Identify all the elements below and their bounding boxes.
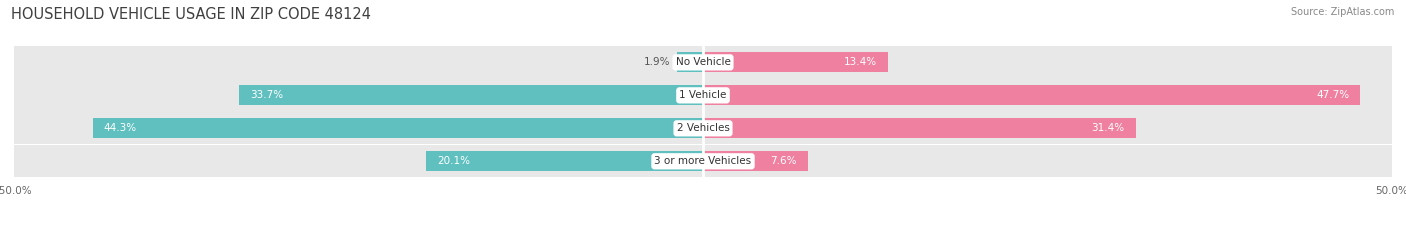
Text: 7.6%: 7.6% [770, 156, 797, 166]
Bar [426, 151, 703, 171]
Bar [703, 52, 887, 72]
Text: HOUSEHOLD VEHICLE USAGE IN ZIP CODE 48124: HOUSEHOLD VEHICLE USAGE IN ZIP CODE 4812… [11, 7, 371, 22]
Bar [14, 46, 1392, 79]
Bar [14, 79, 1392, 112]
Text: 31.4%: 31.4% [1091, 123, 1125, 133]
Bar [703, 118, 1136, 138]
Bar [239, 86, 703, 105]
Bar [14, 145, 1392, 178]
Text: 44.3%: 44.3% [104, 123, 136, 133]
Text: 33.7%: 33.7% [250, 90, 283, 100]
Text: 13.4%: 13.4% [844, 57, 876, 67]
Bar [676, 52, 703, 72]
Bar [703, 86, 1360, 105]
Text: 20.1%: 20.1% [437, 156, 470, 166]
Text: 1.9%: 1.9% [644, 57, 669, 67]
Text: Source: ZipAtlas.com: Source: ZipAtlas.com [1291, 7, 1395, 17]
Bar [703, 151, 807, 171]
Text: No Vehicle: No Vehicle [675, 57, 731, 67]
Text: 3 or more Vehicles: 3 or more Vehicles [654, 156, 752, 166]
Bar [14, 112, 1392, 144]
Text: 2 Vehicles: 2 Vehicles [676, 123, 730, 133]
Bar [93, 118, 703, 138]
Text: 47.7%: 47.7% [1316, 90, 1350, 100]
Text: 1 Vehicle: 1 Vehicle [679, 90, 727, 100]
